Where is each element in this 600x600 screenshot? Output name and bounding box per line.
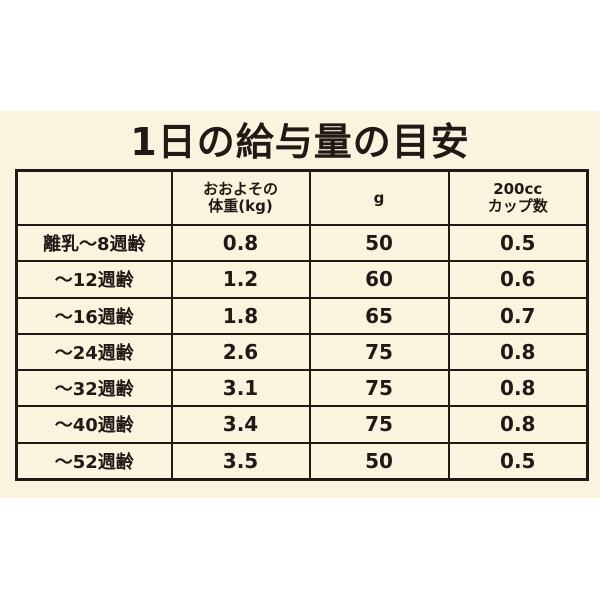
table-row: 〜12週齢 1.2 60 0.6 <box>15 260 589 299</box>
table-row: 〜16週齢 1.8 65 0.7 <box>15 296 589 335</box>
cell-weight: 3.5 <box>170 441 311 481</box>
table-row: 〜52週齢 3.5 50 0.5 <box>15 441 589 481</box>
table-row: 〜32週齢 3.1 75 0.8 <box>15 368 589 408</box>
cell-grams: 75 <box>308 332 450 372</box>
cell-weight: 3.4 <box>170 405 311 444</box>
cell-cups: 0.6 <box>447 260 589 299</box>
cell-grams: 75 <box>308 405 450 444</box>
cell-cups: 0.8 <box>447 405 589 444</box>
header-weight-line2: 体重(kg) <box>208 197 273 215</box>
header-cups-line2: カップ数 <box>487 197 548 215</box>
cell-age: 〜16週齢 <box>15 296 173 335</box>
page-title: 1日の給与量の目安 <box>130 120 470 164</box>
feeding-guide-table: おおよその 体重(kg) g 200cc カップ数 離乳〜8週齢 0.8 50 0.5 〜1… <box>15 169 589 481</box>
cell-cups: 0.8 <box>447 368 589 408</box>
cell-age: 〜24週齢 <box>15 332 173 372</box>
header-weight: おおよその 体重(kg) <box>170 169 311 226</box>
table-row: 〜24週齢 2.6 75 0.8 <box>15 332 589 372</box>
header-weight-line1: おおよその <box>202 180 278 198</box>
cell-grams: 50 <box>308 223 450 263</box>
cell-age: 〜32週齢 <box>15 368 173 408</box>
cell-age: 離乳〜8週齢 <box>15 223 173 263</box>
cell-age: 〜52週齢 <box>15 441 173 481</box>
header-grams: g <box>308 169 450 226</box>
cell-weight: 3.1 <box>170 368 311 408</box>
cell-grams: 75 <box>308 368 450 408</box>
cell-grams: 65 <box>308 296 450 335</box>
cell-cups: 0.7 <box>447 296 589 335</box>
cell-cups: 0.8 <box>447 332 589 372</box>
cell-weight: 0.8 <box>170 223 311 263</box>
header-cups-line1: 200cc <box>493 180 543 198</box>
cell-age: 〜12週齢 <box>15 260 173 299</box>
table-row: 〜40週齢 3.4 75 0.8 <box>15 405 589 444</box>
cell-grams: 60 <box>308 260 450 299</box>
cell-weight: 1.8 <box>170 296 311 335</box>
header-empty <box>15 169 173 226</box>
header-cups: 200cc カップ数 <box>447 169 589 226</box>
cell-cups: 0.5 <box>447 441 589 481</box>
cell-cups: 0.5 <box>447 223 589 263</box>
table-row: 離乳〜8週齢 0.8 50 0.5 <box>15 223 589 263</box>
header-row: おおよその 体重(kg) g 200cc カップ数 <box>15 169 589 226</box>
cell-age: 〜40週齢 <box>15 405 173 444</box>
cell-weight: 1.2 <box>170 260 311 299</box>
cell-weight: 2.6 <box>170 332 311 372</box>
cell-grams: 50 <box>308 441 450 481</box>
